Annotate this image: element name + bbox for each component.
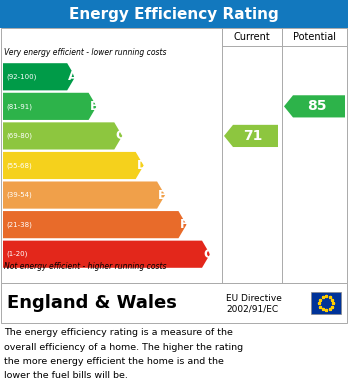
Bar xyxy=(311,292,341,314)
Text: the more energy efficient the home is and the: the more energy efficient the home is an… xyxy=(4,357,224,366)
Polygon shape xyxy=(3,211,187,238)
Text: Current: Current xyxy=(234,32,270,42)
Bar xyxy=(282,28,347,46)
Text: (92-100): (92-100) xyxy=(6,74,37,80)
Bar xyxy=(0,0,348,28)
Text: F: F xyxy=(180,218,188,231)
Text: (1-20): (1-20) xyxy=(6,251,27,257)
Text: E: E xyxy=(158,188,167,202)
Text: (69-80): (69-80) xyxy=(6,133,32,139)
Text: overall efficiency of a home. The higher the rating: overall efficiency of a home. The higher… xyxy=(4,343,243,352)
Polygon shape xyxy=(3,181,165,209)
Polygon shape xyxy=(284,95,345,117)
Text: 85: 85 xyxy=(307,99,326,113)
Polygon shape xyxy=(224,125,278,147)
Bar xyxy=(222,28,282,46)
Text: (81-91): (81-91) xyxy=(6,103,32,109)
Text: lower the fuel bills will be.: lower the fuel bills will be. xyxy=(4,371,128,380)
Text: Potential: Potential xyxy=(293,32,336,42)
Text: England & Wales: England & Wales xyxy=(7,294,177,312)
Text: Very energy efficient - lower running costs: Very energy efficient - lower running co… xyxy=(4,48,166,57)
Text: The energy efficiency rating is a measure of the: The energy efficiency rating is a measur… xyxy=(4,328,233,337)
Polygon shape xyxy=(3,63,75,90)
Polygon shape xyxy=(3,240,210,268)
Text: C: C xyxy=(115,129,124,142)
Polygon shape xyxy=(3,93,97,120)
Text: G: G xyxy=(203,248,213,261)
Text: A: A xyxy=(68,70,78,83)
Text: Energy Efficiency Rating: Energy Efficiency Rating xyxy=(69,7,279,22)
Text: B: B xyxy=(89,100,99,113)
Text: EU Directive: EU Directive xyxy=(226,294,282,303)
Text: Not energy efficient - higher running costs: Not energy efficient - higher running co… xyxy=(4,262,166,271)
Bar xyxy=(1,283,347,323)
Text: 2002/91/EC: 2002/91/EC xyxy=(226,305,278,314)
Text: D: D xyxy=(137,159,147,172)
Text: (21-38): (21-38) xyxy=(6,221,32,228)
Text: 71: 71 xyxy=(243,129,263,143)
Polygon shape xyxy=(3,152,144,179)
Text: (39-54): (39-54) xyxy=(6,192,32,198)
Bar xyxy=(1,28,347,283)
Polygon shape xyxy=(3,122,122,149)
Text: (55-68): (55-68) xyxy=(6,162,32,169)
